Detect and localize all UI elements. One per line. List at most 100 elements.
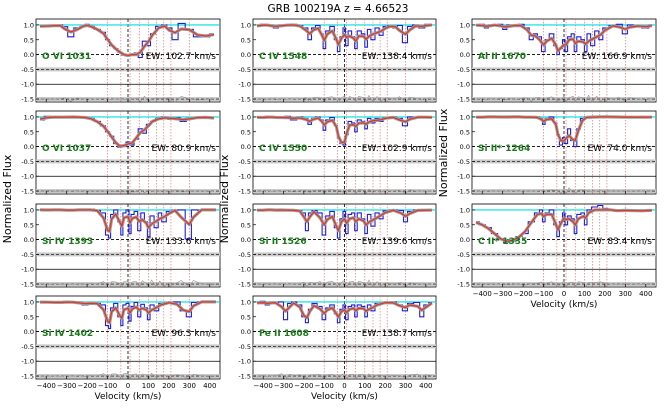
y-tick-label: 0.0 (460, 51, 470, 59)
residual-trace (476, 280, 652, 288)
y-tick-label: -1.5 (238, 373, 251, 381)
transition-label: C IV 1550 (259, 144, 307, 154)
y-tick-label: -1.5 (238, 188, 251, 196)
equivalent-width-label: EW: 102.9 km/s (362, 144, 433, 154)
x-tick-label: 400 (419, 382, 432, 390)
y-tick-label: 0.0 (241, 143, 251, 151)
transition-label: O VI 1037 (42, 144, 91, 154)
residual-trace (40, 279, 216, 288)
model-fit (476, 24, 652, 52)
equivalent-width-label: EW: 80.9 km/s (151, 144, 216, 154)
residual-trace (476, 94, 652, 103)
y-tick-label: -0.5 (238, 343, 251, 351)
transition-label: Si IV 1402 (42, 329, 93, 339)
panel-c-ii-1335: 1.0 0.5 0.0 -0.5 -1.0 -1.5 C II* 1335 EW: 83.4 … (457, 203, 657, 289)
residual-trace (257, 373, 432, 380)
panel-si-iv-1393: 1.0 0.5 0.0 -0.5 -1.0 -1.5 Si IV 1393 EW: 133.6… (21, 203, 221, 289)
x-tick-label: −200 (513, 290, 532, 298)
y-tick-label: -1.5 (457, 188, 470, 196)
y-tick-label: -1.5 (21, 281, 34, 289)
y-tick-label: 0.5 (460, 36, 470, 44)
y-tick-label: -1.0 (238, 173, 251, 181)
transition-label: O VI 1031 (42, 52, 91, 62)
y-tick-label: 0.0 (241, 236, 251, 244)
equivalent-width-label: EW: 166.9 km/s (582, 52, 653, 62)
y-tick-label: 0.5 (241, 128, 251, 136)
x-tick-label: 400 (203, 382, 216, 390)
model-fit (257, 116, 432, 144)
y-tick-label: 1.0 (24, 21, 34, 29)
y-tick-label: 1.0 (460, 113, 470, 121)
model-fit (257, 24, 432, 46)
y-tick-label: -1.5 (238, 281, 251, 289)
panel-c-iv-1550: 1.0 0.5 0.0 -0.5 -1.0 -1.5 C IV 1550 EW: 102.9 … (238, 110, 437, 196)
y-tick-label: -1.0 (457, 173, 470, 181)
y-tick-label: -0.5 (21, 343, 34, 351)
transition-label: Fe II 1608 (259, 329, 309, 339)
x-tick-label: 300 (619, 290, 632, 298)
x-tick-label: −200 (77, 382, 96, 390)
y-tick-label: 0.5 (241, 36, 251, 44)
transition-label: C IV 1548 (259, 52, 307, 62)
residual-trace (40, 372, 216, 380)
x-tick-label: −400 (473, 290, 492, 298)
y-tick-label: 0.5 (460, 221, 470, 229)
model-fit (39, 116, 214, 147)
transition-label: Si II 1526 (259, 237, 307, 247)
y-tick-label: -1.5 (238, 96, 251, 104)
y-tick-label: -1.0 (21, 173, 34, 181)
y-tick-label: -0.5 (457, 66, 470, 74)
y-tick-label: 0.0 (24, 51, 34, 59)
y-tick-label: -0.5 (21, 66, 34, 74)
equivalent-width-label: EW: 96.3 km/s (151, 329, 216, 339)
x-tick-label: −100 (534, 290, 553, 298)
x-axis-title: Velocity (km/s) (311, 392, 378, 402)
x-axis-title: Velocity (km/s) (531, 300, 598, 310)
model-fit (40, 209, 216, 233)
y-tick-label: -1.0 (21, 266, 34, 274)
x-tick-label: −300 (57, 382, 76, 390)
equivalent-width-label: EW: 139.6 km/s (362, 237, 433, 247)
x-tick-label: 100 (142, 382, 155, 390)
y-tick-label: 1.0 (241, 206, 251, 214)
y-tick-label: -1.0 (457, 266, 470, 274)
residual-trace (476, 187, 652, 195)
y-axis-title: Normalized Flux (437, 108, 450, 197)
equivalent-width-label: EW: 138.4 km/s (362, 52, 433, 62)
panel-c-iv-1548: 1.0 0.5 0.0 -0.5 -1.0 -1.5 C IV 1548 EW: 138.4 … (238, 18, 437, 104)
x-tick-label: 0 (126, 382, 130, 390)
model-fit (475, 209, 652, 243)
panel-si-ii-1526: 1.0 0.5 0.0 -0.5 -1.0 -1.5 Si II 1526 EW: 139.6… (238, 203, 437, 289)
transition-label: Al II 1670 (478, 52, 526, 62)
residual-trace (40, 188, 214, 194)
y-tick-label: -0.5 (21, 158, 34, 166)
x-tick-label: 400 (639, 290, 652, 298)
x-tick-label: −300 (274, 382, 293, 390)
y-tick-label: -1.0 (238, 81, 251, 89)
y-tick-label: 0.5 (24, 221, 34, 229)
y-tick-label: 0.0 (24, 328, 34, 336)
x-tick-label: 0 (342, 382, 346, 390)
y-tick-label: -1.0 (457, 81, 470, 89)
x-tick-label: 300 (183, 382, 196, 390)
y-tick-label: -0.5 (238, 158, 251, 166)
x-tick-label: −200 (294, 382, 313, 390)
model-fit (257, 209, 432, 232)
residual-trace (257, 279, 432, 288)
y-tick-label: -1.0 (21, 81, 34, 89)
model-fit (40, 301, 216, 324)
y-tick-label: 0.5 (241, 221, 251, 229)
y-tick-label: -0.5 (457, 158, 470, 166)
y-tick-label: 1.0 (241, 113, 251, 121)
model-fit (476, 116, 652, 142)
panel-al-ii-1670: 1.0 0.5 0.0 -0.5 -1.0 -1.5 Al II 1670 EW: 166.9… (457, 18, 657, 104)
y-tick-label: 1.0 (460, 21, 470, 29)
panel-si-iv-1402: 1.0 0.5 0.0 -0.5 -1.0 -1.5 Si IV 1402 EW: 96.3 … (21, 295, 221, 381)
y-tick-label: 0.5 (24, 313, 34, 321)
y-tick-label: -1.5 (457, 96, 470, 104)
y-tick-label: 0.0 (24, 236, 34, 244)
y-tick-label: 1.0 (24, 113, 34, 121)
panel-fe-ii-1608: 1.0 0.5 0.0 -0.5 -1.0 -1.5 Fe II 1608 EW: 138.7… (238, 295, 437, 381)
y-tick-label: -1.5 (21, 188, 34, 196)
y-tick-label: 0.0 (241, 51, 251, 59)
